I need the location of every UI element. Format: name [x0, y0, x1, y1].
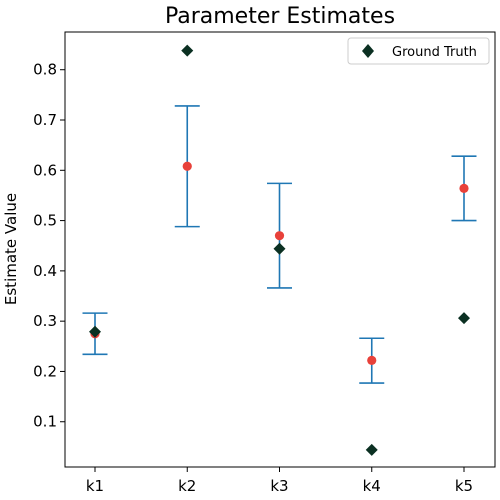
x-tick-label: k3 — [270, 477, 288, 495]
x-tick-label: k5 — [455, 477, 473, 495]
y-tick-label: 0.8 — [33, 61, 57, 79]
plot-area: 0.1 0.2 0.3 0.4 0.5 0.6 0.7 0.8 k1 k2 k3 k4 k5 — [33, 44, 477, 495]
plot-frame — [64, 31, 496, 468]
ground-truth-point — [458, 312, 470, 325]
y-tick-label: 0.5 — [33, 212, 57, 230]
legend-label-ground-truth: Ground Truth — [392, 45, 477, 60]
chart-title: Parameter Estimates — [165, 4, 395, 29]
y-tick-label: 0.1 — [33, 413, 57, 431]
y-tick-label: 0.6 — [33, 161, 57, 179]
x-tick-label: k4 — [363, 477, 381, 495]
legend: Ground Truth — [347, 37, 490, 65]
y-tick-label: 0.4 — [33, 262, 57, 280]
ground-truth-point — [181, 44, 194, 57]
x-tick-label: k2 — [178, 477, 196, 495]
estimate-point — [182, 161, 192, 171]
ground-truth-point — [365, 443, 378, 456]
y-tick-label: 0.2 — [33, 362, 57, 380]
ground-truth-point — [273, 242, 286, 255]
y-tick-label: 0.7 — [33, 111, 57, 129]
y-tick-label: 0.3 — [33, 312, 57, 330]
estimate-point — [459, 183, 469, 193]
x-tick-label: k1 — [86, 477, 104, 495]
y-axis-label: Estimate Value — [2, 193, 20, 305]
estimate-point — [274, 231, 285, 241]
ground-truth-point — [89, 325, 101, 338]
legend-marker-ground-truth — [362, 44, 374, 58]
estimate-point — [367, 355, 377, 365]
legend-box — [347, 37, 490, 65]
